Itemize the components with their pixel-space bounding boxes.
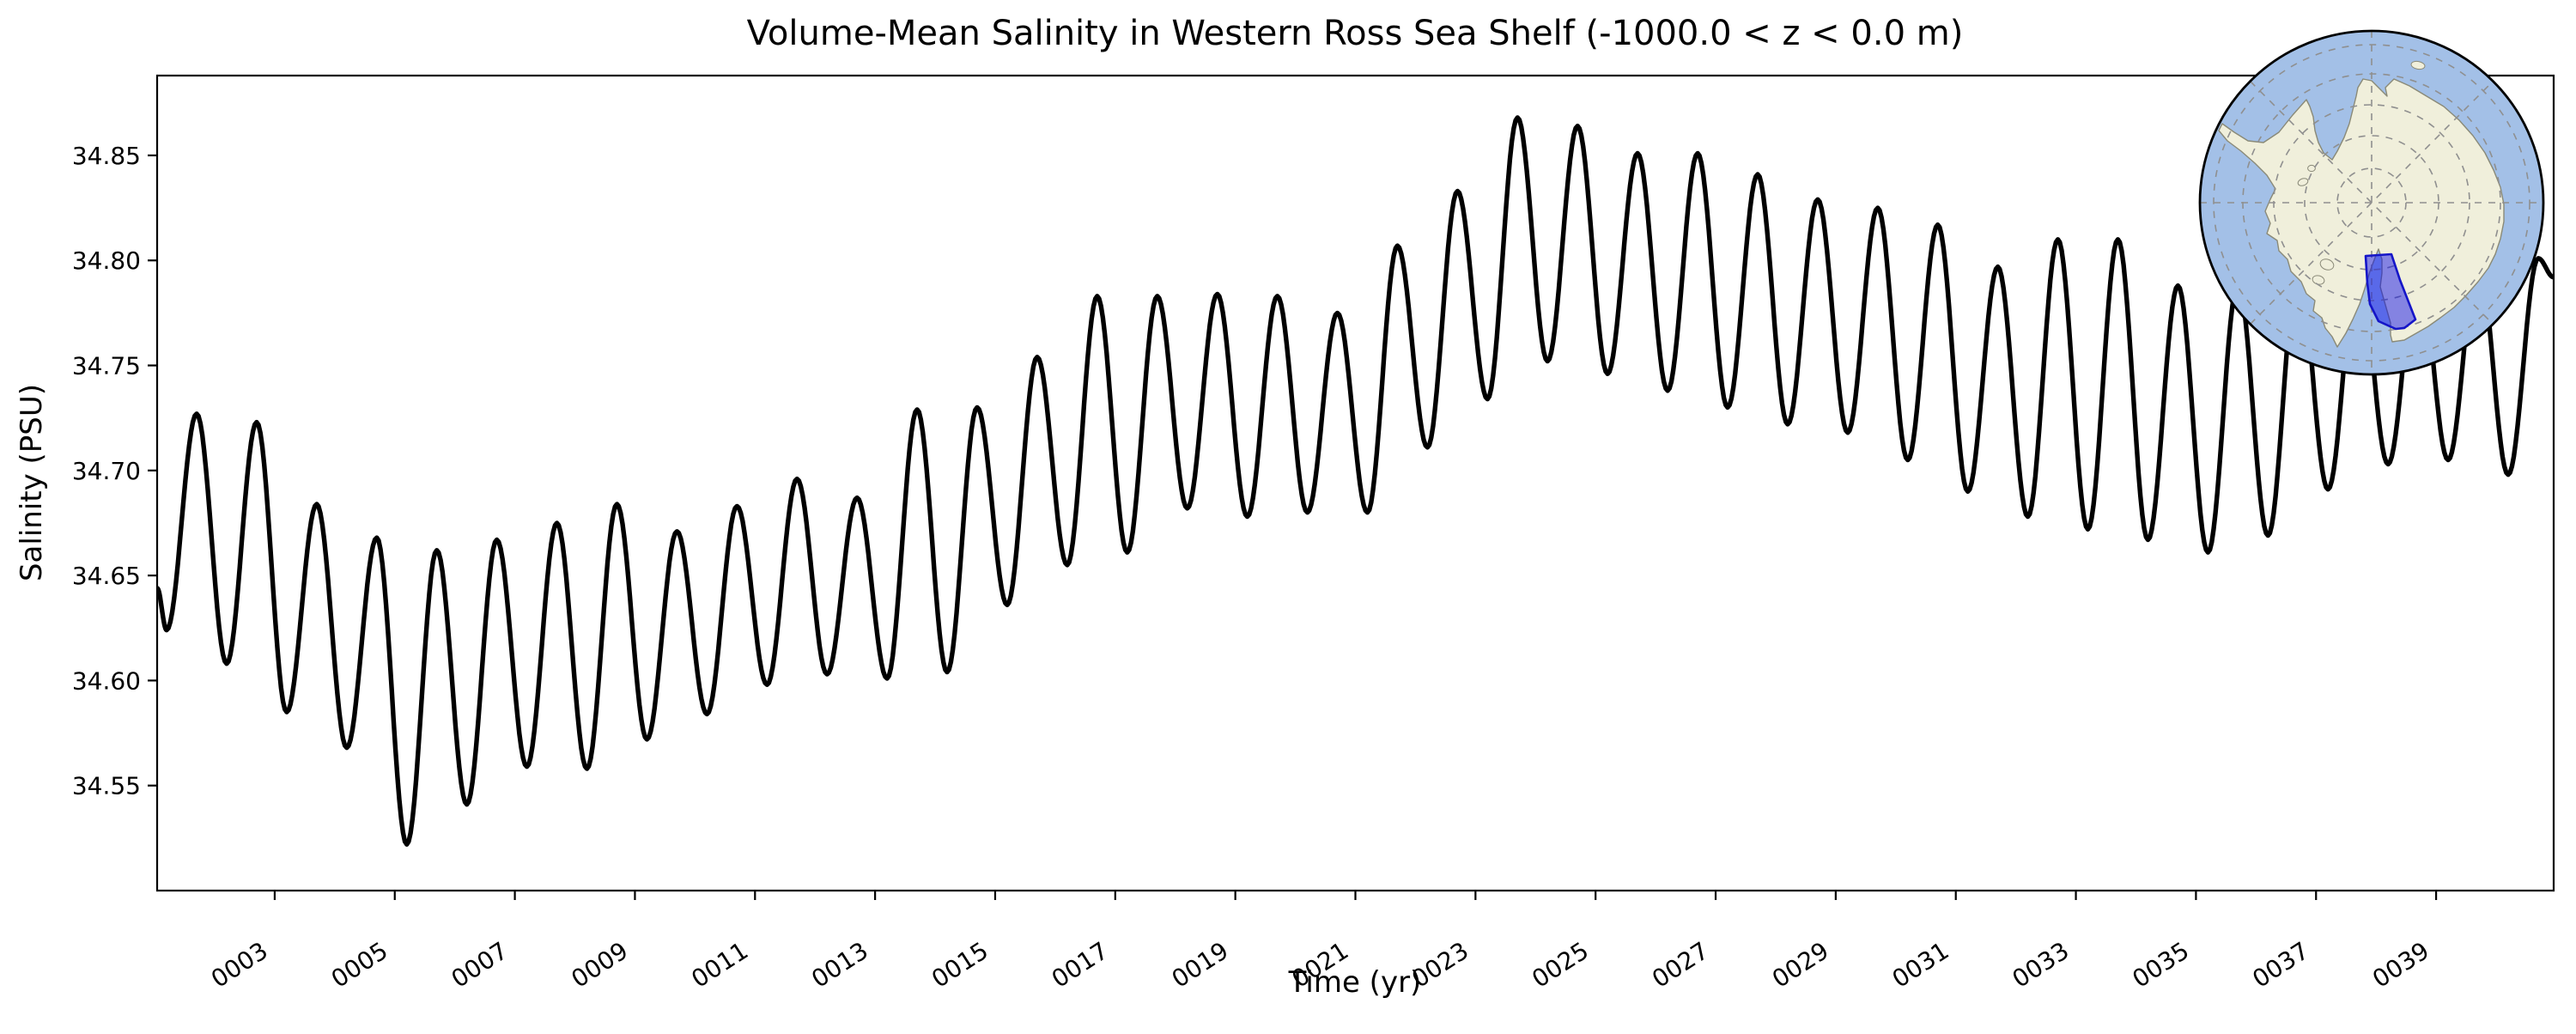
y-tick-label: 34.55 <box>72 772 141 800</box>
island <box>2319 258 2335 271</box>
y-tick-label: 34.85 <box>72 142 141 170</box>
x-tick-label: 0019 <box>1167 936 1234 993</box>
plot-area <box>157 76 2554 891</box>
antarctica-inset-map <box>2198 29 2545 376</box>
x-tick-label: 0011 <box>686 936 753 993</box>
x-tick-label: 0003 <box>206 936 273 993</box>
x-tick-label: 0035 <box>2127 936 2194 993</box>
inset-map-content <box>2200 31 2543 374</box>
y-axis: 34.55 34.60 34.65 34.70 34.75 34.80 34.85 <box>72 142 157 800</box>
x-tick-label: 0015 <box>927 936 993 993</box>
x-tick-label: 0033 <box>2008 936 2075 993</box>
island <box>2410 60 2426 70</box>
x-tick-label: 0007 <box>447 936 513 993</box>
chart-title: Volume-Mean Salinity in Western Ross Sea… <box>747 14 1964 53</box>
x-tick-label: 0029 <box>1767 936 1834 993</box>
map-border <box>2198 29 2545 376</box>
highlighted-region <box>2364 252 2417 331</box>
y-tick-label: 34.80 <box>72 246 141 275</box>
x-tick-label: 0013 <box>806 936 873 993</box>
island <box>2297 178 2309 186</box>
graticule-meridian <box>2250 81 2494 325</box>
salinity-line <box>157 115 2554 847</box>
x-tick-label: 0027 <box>1647 936 1714 993</box>
x-tick-label: 0039 <box>2367 936 2434 993</box>
island <box>2307 164 2316 173</box>
x-axis-label: Time (yr) <box>1288 965 1422 1000</box>
graticule <box>2200 31 2543 374</box>
y-axis-label: Salinity (PSU) <box>15 384 49 581</box>
x-tick-label: 0031 <box>1887 936 1954 993</box>
x-tick-label: 0037 <box>2247 936 2314 993</box>
y-tick-label: 34.75 <box>72 352 141 380</box>
x-tick-label: 0025 <box>1527 936 1594 993</box>
x-tick-label: 0005 <box>326 936 393 993</box>
y-tick-label: 34.65 <box>72 562 141 590</box>
y-tick-label: 34.60 <box>72 666 141 695</box>
x-tick-label: 0009 <box>567 936 634 993</box>
salinity-line-series <box>157 115 2554 847</box>
y-tick-label: 34.70 <box>72 457 141 485</box>
x-tick-label: 0017 <box>1047 936 1114 993</box>
